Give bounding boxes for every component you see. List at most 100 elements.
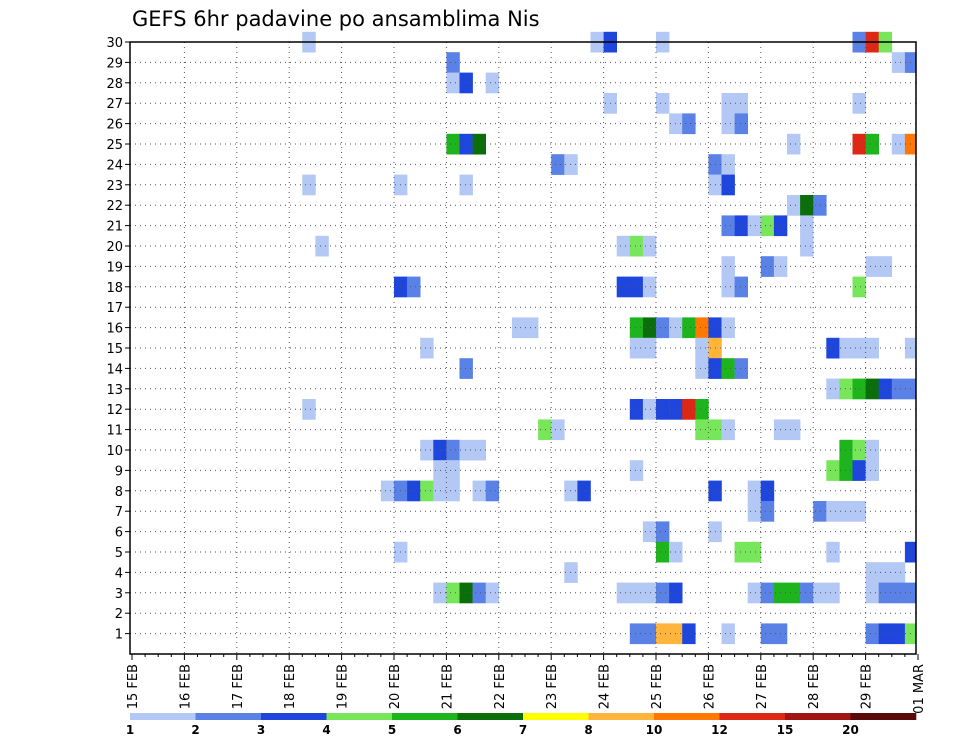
y-tick-label: 5 bbox=[115, 546, 123, 561]
heatmap-cell bbox=[760, 215, 775, 237]
heatmap-cell bbox=[656, 399, 670, 420]
heatmap-cell bbox=[891, 582, 906, 604]
heatmap-cell bbox=[629, 399, 644, 420]
x-tick-label: 17 FEB bbox=[231, 664, 246, 709]
heatmap-cell bbox=[511, 317, 526, 339]
heatmap-cell bbox=[446, 52, 460, 73]
y-tick-label: 3 bbox=[115, 587, 123, 602]
heatmap-cell bbox=[839, 378, 853, 400]
colorbar-swatch bbox=[785, 713, 851, 720]
heatmap-cell bbox=[302, 399, 316, 420]
heatmap-cell bbox=[734, 358, 748, 379]
heatmap-cell bbox=[695, 399, 709, 420]
heatmap-cell bbox=[472, 439, 486, 461]
x-tick-label: 25 FEB bbox=[650, 664, 665, 709]
x-tick-label: 15 FEB bbox=[126, 664, 141, 709]
y-tick-label: 15 bbox=[106, 342, 123, 357]
heatmap-cell bbox=[734, 113, 748, 135]
heatmap-cell bbox=[852, 439, 866, 461]
heatmap-cell bbox=[695, 419, 709, 441]
heatmap-cell bbox=[760, 582, 775, 604]
colorbar-swatch bbox=[392, 713, 458, 720]
heatmap-cell bbox=[407, 480, 421, 502]
heatmap-cell bbox=[721, 174, 735, 196]
heatmap-cell bbox=[734, 541, 748, 563]
heatmap-cell bbox=[551, 154, 565, 175]
heatmap-cell bbox=[721, 215, 735, 237]
heatmap-cell bbox=[760, 256, 775, 277]
heatmap-cell bbox=[656, 541, 670, 563]
y-tick-label: 24 bbox=[106, 158, 123, 173]
heatmap-cell bbox=[721, 113, 735, 135]
heatmap-cell bbox=[865, 439, 879, 461]
heatmap-cell bbox=[302, 174, 316, 196]
colorbar-level-label: 4 bbox=[322, 723, 330, 737]
heatmap-cell bbox=[629, 276, 644, 298]
heatmap-cell bbox=[852, 501, 866, 522]
colorbar-swatch bbox=[719, 713, 786, 720]
colorbar-swatch bbox=[130, 713, 196, 720]
heatmap-cell bbox=[839, 501, 853, 522]
heatmap-cell bbox=[891, 623, 906, 645]
x-tick-label: 19 FEB bbox=[336, 664, 351, 709]
heatmap-cell bbox=[642, 317, 657, 339]
heatmap-cell bbox=[787, 419, 801, 441]
heatmap-cell bbox=[642, 521, 657, 543]
colorbar-level-label: 12 bbox=[711, 723, 728, 737]
colorbar-swatch bbox=[588, 713, 655, 720]
colorbar-level-label: 3 bbox=[257, 723, 265, 737]
colorbar-legend: 1 2 3 4 5 6 7 8 10 12 15 20 bbox=[126, 713, 917, 737]
colorbar-level-label: 20 bbox=[842, 723, 859, 737]
heatmap-cell bbox=[642, 399, 657, 420]
heatmap-cell bbox=[852, 378, 866, 400]
heatmap-cell bbox=[721, 419, 735, 441]
heatmap-cell bbox=[891, 378, 906, 400]
colorbar-level-label: 5 bbox=[388, 723, 396, 737]
heatmap-cell bbox=[525, 317, 539, 339]
heatmap-cell bbox=[865, 256, 879, 277]
heatmap-cell bbox=[485, 72, 500, 94]
heatmap-cell bbox=[891, 52, 906, 73]
heatmap-cell bbox=[826, 460, 840, 481]
heatmap-cell bbox=[380, 480, 395, 502]
heatmap-cell bbox=[734, 276, 748, 298]
heatmap-cell bbox=[629, 235, 644, 257]
heatmap-cell bbox=[642, 337, 657, 359]
heatmap-cell bbox=[760, 623, 775, 645]
heatmap-cell bbox=[787, 195, 801, 216]
y-tick-label: 8 bbox=[115, 485, 123, 500]
y-tick-label: 1 bbox=[115, 628, 123, 643]
heatmap-cell bbox=[656, 317, 670, 339]
heatmap-cell bbox=[472, 582, 486, 604]
heatmap-cell bbox=[826, 582, 840, 604]
y-tick-label: 25 bbox=[106, 138, 123, 153]
y-tick-label: 10 bbox=[106, 444, 123, 459]
heatmap-cell bbox=[865, 378, 879, 400]
heatmap-cell bbox=[446, 480, 460, 502]
heatmap-cell bbox=[407, 276, 421, 298]
heatmap-cell bbox=[695, 317, 709, 339]
heatmap-cell bbox=[616, 235, 631, 257]
heatmap-cell bbox=[891, 562, 906, 583]
heatmap-cell bbox=[852, 133, 866, 155]
y-tick-label: 11 bbox=[106, 424, 123, 439]
heatmap-cell bbox=[446, 460, 460, 481]
colorbar-level-label: 2 bbox=[191, 723, 199, 737]
heatmap-cell bbox=[459, 358, 473, 379]
heatmap-cell bbox=[852, 93, 866, 114]
heatmap-cell bbox=[787, 582, 801, 604]
heatmap-cell bbox=[577, 480, 591, 502]
heatmap-cell bbox=[747, 480, 762, 502]
y-tick-label: 4 bbox=[115, 566, 123, 581]
colorbar-level-label: 15 bbox=[777, 723, 794, 737]
heatmap-cell bbox=[472, 480, 486, 502]
colorbar-swatch bbox=[326, 713, 393, 720]
heatmap-cell bbox=[682, 317, 696, 339]
heatmap-cell bbox=[787, 133, 801, 155]
y-tick-label: 20 bbox=[106, 240, 123, 255]
x-tick-label: 23 FEB bbox=[545, 664, 560, 709]
x-tick-label: 27 FEB bbox=[755, 664, 770, 709]
heatmap-cell bbox=[826, 337, 840, 359]
heatmap-cell bbox=[839, 460, 853, 481]
